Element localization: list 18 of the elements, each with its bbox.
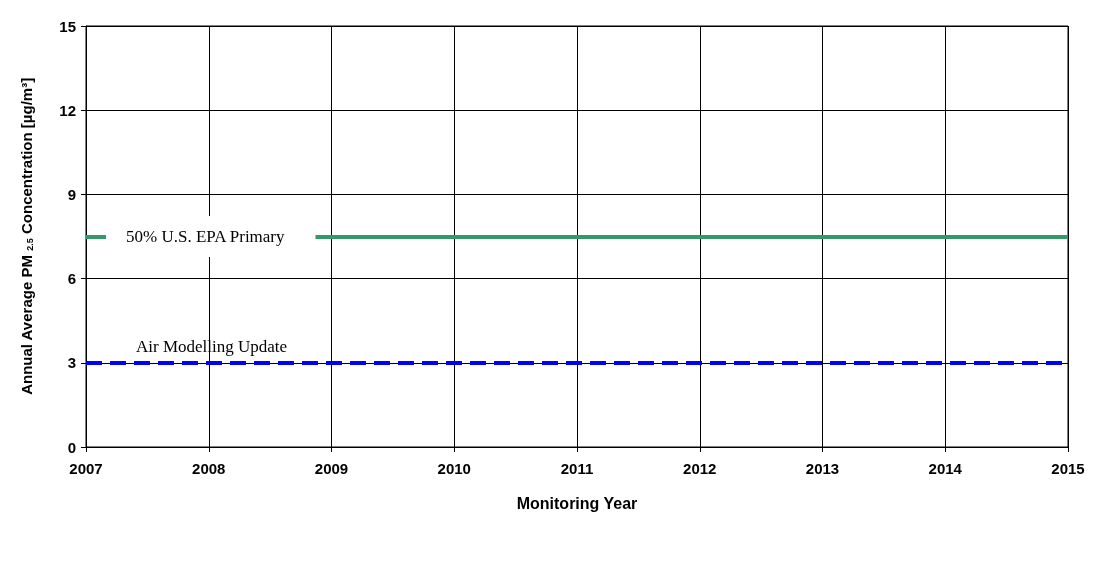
x-tick-label: 2010 bbox=[437, 460, 471, 477]
x-tick-label: 2012 bbox=[683, 460, 717, 477]
x-axis-title: Monitoring Year bbox=[516, 494, 638, 512]
x-tick-label: 2014 bbox=[928, 460, 963, 477]
y-tick-label: 9 bbox=[67, 185, 76, 203]
y-tick-label: 3 bbox=[67, 354, 76, 372]
y-tick-label: 6 bbox=[67, 270, 76, 288]
y-tick-label: 0 bbox=[67, 438, 76, 456]
x-tick-label: 2007 bbox=[69, 460, 103, 477]
x-tick-label: 2013 bbox=[805, 460, 840, 477]
x-tick-label: 2008 bbox=[192, 460, 226, 477]
y-tick-label: 12 bbox=[59, 101, 76, 119]
x-tick-label: 2011 bbox=[560, 460, 594, 477]
x-tick-label: 2015 bbox=[1051, 460, 1085, 477]
x-tick-label: 2009 bbox=[314, 460, 349, 477]
ref-line-label: 50% U.S. EPA Primary bbox=[126, 227, 286, 246]
y-tick-label: 15 bbox=[59, 17, 76, 35]
y-axis-title: Annual Average PM 2.5 Concentration [µg/m³] bbox=[18, 77, 35, 395]
